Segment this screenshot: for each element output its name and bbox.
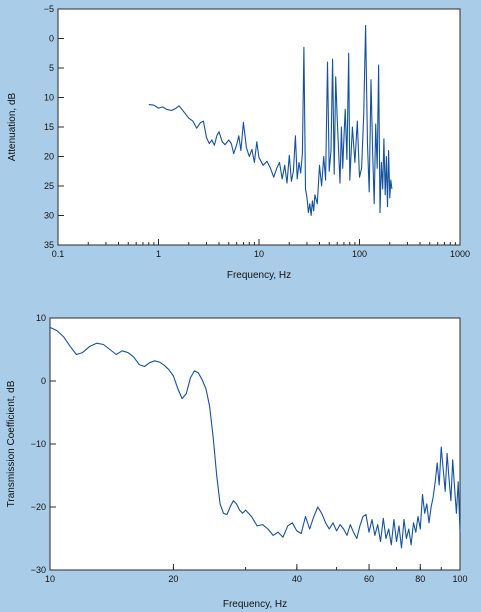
attenuation-x-tick-label: 10 — [254, 249, 264, 259]
transmission-tick-labels: 10 20 40 60 80 100 −30 −20 −10 0 10 — [31, 313, 468, 584]
transmission-y-tick-label: −20 — [31, 502, 46, 512]
transmission-y-tick-label: 0 — [41, 376, 46, 386]
attenuation-tick-labels: 0.1 1 10 100 1000 −5 0 5 10 15 20 25 30 35 — [44, 4, 470, 259]
transmission-y-tick-label: −30 — [31, 565, 46, 575]
transmission-x-tick-label: 80 — [415, 574, 425, 584]
attenuation-y-tick-label: −5 — [44, 4, 54, 14]
attenuation-y-tick-label: 0 — [49, 34, 54, 44]
attenuation-x-tick-label: 0.1 — [52, 249, 65, 259]
transmission-y-axis-label: Transmission Coefficient, dB — [6, 380, 17, 507]
transmission-ticks — [49, 317, 461, 571]
transmission-plot-area — [49, 317, 461, 571]
transmission-y-tick-label: −10 — [31, 439, 46, 449]
attenuation-chart: 0.1 1 10 100 1000 −5 0 5 10 15 20 25 30 35 Frequency,… — [7, 4, 470, 281]
attenuation-y-axis-label: Attenuation, dB — [7, 92, 18, 161]
attenuation-y-tick-label: 25 — [44, 181, 54, 191]
attenuation-y-tick-label: 35 — [44, 240, 54, 250]
attenuation-y-tick-label: 10 — [44, 93, 54, 103]
attenuation-y-tick-label: 30 — [44, 211, 54, 221]
transmission-x-tick-label: 100 — [452, 574, 467, 584]
attenuation-y-tick-label: 5 — [49, 63, 54, 73]
transmission-x-tick-label: 60 — [364, 574, 374, 584]
transmission-x-tick-label: 10 — [45, 574, 55, 584]
transmission-series-line — [49, 326, 461, 549]
attenuation-x-axis-label: Frequency, Hz — [227, 270, 291, 281]
attenuation-ticks — [57, 8, 461, 246]
attenuation-x-tick-label: 1000 — [450, 249, 470, 259]
transmission-x-tick-label: 40 — [292, 574, 302, 584]
attenuation-x-tick-label: 100 — [352, 249, 367, 259]
transmission-y-tick-label: 10 — [36, 313, 46, 323]
attenuation-y-tick-label: 15 — [44, 122, 54, 132]
transmission-x-axis-label: Frequency, Hz — [223, 599, 287, 610]
attenuation-x-tick-label: 1 — [156, 249, 161, 259]
attenuation-y-tick-label: 20 — [44, 152, 54, 162]
transmission-x-tick-label: 20 — [168, 574, 178, 584]
attenuation-series-line — [148, 24, 393, 217]
attenuation-plot-area — [57, 8, 461, 246]
